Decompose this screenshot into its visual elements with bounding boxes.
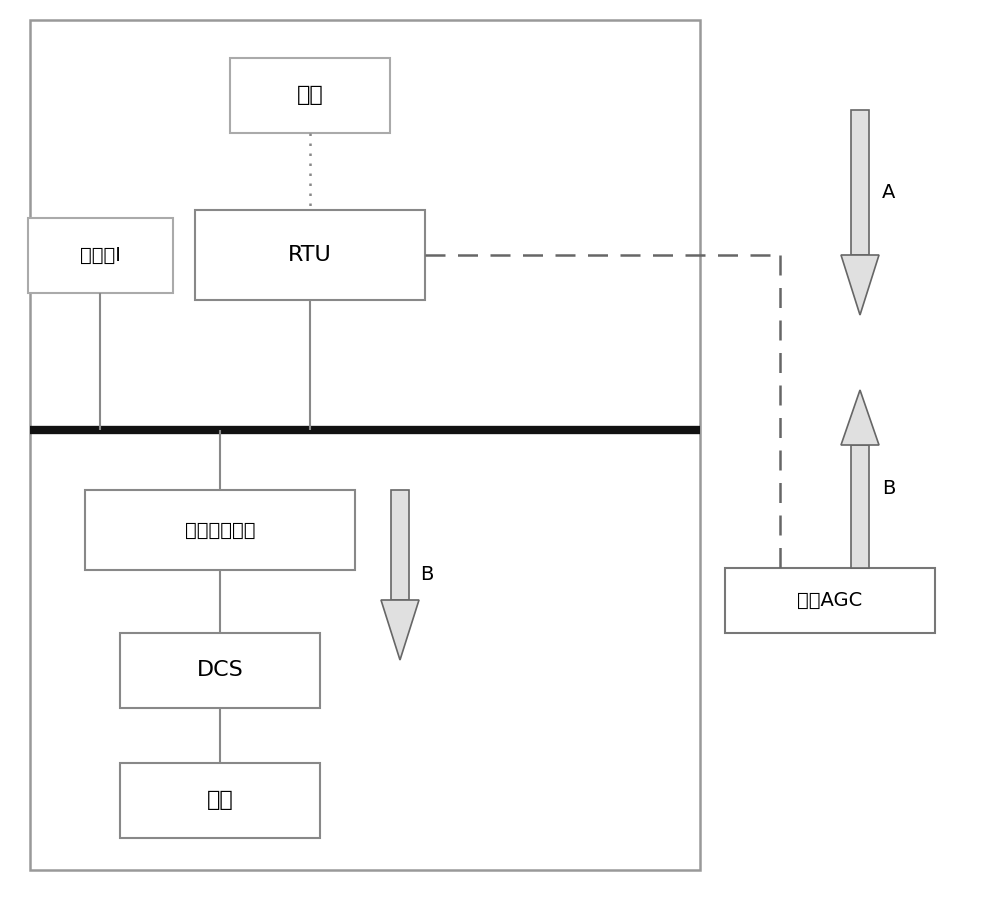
- Bar: [28, 217, 173, 292]
- Bar: [230, 58, 390, 133]
- Bar: [30, 20, 700, 870]
- Bar: [120, 632, 320, 707]
- Text: 工作站I: 工作站I: [80, 245, 120, 264]
- Text: 机组: 机组: [207, 790, 233, 810]
- Text: 信息采集装置: 信息采集装置: [185, 520, 255, 539]
- Text: B: B: [882, 480, 895, 499]
- Text: DCS: DCS: [197, 660, 243, 680]
- Text: A: A: [882, 183, 895, 202]
- Bar: [725, 567, 935, 632]
- Text: 厂级AGC: 厂级AGC: [797, 591, 863, 610]
- Bar: [851, 445, 869, 568]
- Polygon shape: [841, 390, 879, 445]
- Text: 调度: 调度: [297, 85, 323, 105]
- Text: B: B: [420, 566, 433, 584]
- Bar: [851, 110, 869, 255]
- Bar: [120, 762, 320, 837]
- Polygon shape: [381, 600, 419, 660]
- Text: RTU: RTU: [288, 245, 332, 265]
- Bar: [391, 490, 409, 600]
- Bar: [85, 490, 355, 570]
- Bar: [195, 210, 425, 300]
- Polygon shape: [841, 255, 879, 315]
